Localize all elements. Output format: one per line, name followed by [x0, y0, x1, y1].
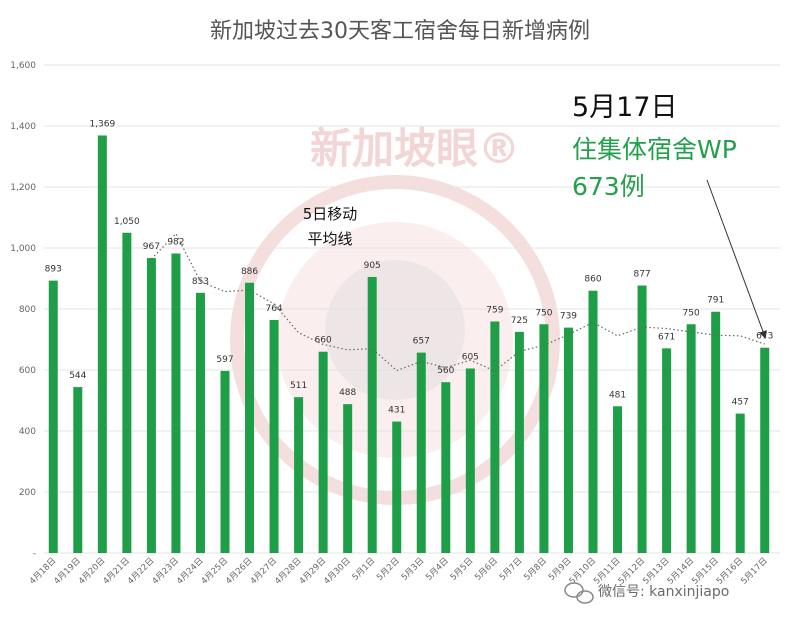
data-label: 791	[707, 296, 724, 306]
x-tick-label: 5月2日	[375, 556, 402, 583]
bar	[490, 321, 500, 553]
bar	[220, 370, 230, 553]
data-label: 893	[45, 265, 62, 275]
footer: 微信号: kanxinjiapo	[564, 582, 729, 604]
x-tick-label: 5月5日	[449, 556, 476, 583]
watermark-text: 新加坡眼®	[310, 124, 520, 173]
bar	[539, 324, 549, 553]
bar	[441, 382, 451, 553]
data-label: 1,369	[89, 119, 115, 129]
bar	[637, 285, 647, 553]
bar	[465, 368, 475, 553]
bar	[195, 292, 205, 553]
bar	[367, 276, 377, 553]
data-label: 671	[658, 332, 675, 342]
data-label: 750	[683, 308, 700, 318]
bar	[735, 413, 745, 553]
bar	[122, 232, 132, 553]
x-axis: 4月18日4月19日4月20日4月21日4月22日4月23日4月24日4月25日…	[28, 556, 770, 587]
bar	[514, 331, 524, 553]
data-label: 725	[511, 316, 528, 326]
x-tick-label: 5月1日	[351, 556, 378, 583]
x-tick-label: 5月6日	[473, 556, 500, 583]
bar	[563, 327, 573, 553]
chart-title: 新加坡过去30天客工宿舍每日新增病例	[210, 19, 590, 44]
footer-text: 微信号: kanxinjiapo	[598, 584, 729, 600]
bar	[711, 311, 721, 553]
data-label: 860	[584, 275, 601, 285]
bar	[318, 351, 328, 553]
moving-average	[150, 232, 765, 372]
data-label: 544	[69, 371, 86, 381]
y-tick-label: 200	[19, 488, 36, 498]
bar	[294, 397, 304, 553]
data-label: 886	[241, 267, 258, 277]
bar	[416, 352, 426, 553]
data-label: 1,050	[114, 217, 140, 227]
data-label: 982	[167, 237, 184, 247]
bar	[392, 421, 402, 553]
data-label: 759	[486, 306, 503, 316]
data-label: 877	[633, 270, 650, 280]
x-tick-label: 5月3日	[400, 556, 427, 583]
wechat-icon	[564, 582, 594, 604]
y-tick-label: 1,400	[10, 122, 36, 132]
data-label: 511	[290, 381, 307, 391]
y-tick-label: 1,000	[10, 244, 36, 254]
data-label: 488	[339, 388, 356, 398]
y-tick-label: 600	[19, 366, 36, 376]
ma-label-line2: 平均线	[307, 230, 352, 248]
x-tick-label: 4月30日	[322, 556, 353, 587]
annotation-line1: 住集体宿舍WP	[572, 135, 737, 164]
bar	[146, 258, 156, 553]
y-tick-label: -	[33, 549, 36, 559]
bar	[588, 290, 598, 553]
bar	[686, 324, 696, 553]
bar	[48, 280, 58, 553]
data-label: 560	[437, 366, 454, 376]
bar	[245, 282, 255, 553]
data-label: 905	[364, 261, 381, 271]
bar	[760, 347, 770, 553]
bar	[662, 348, 672, 553]
annotation-arrow	[706, 179, 767, 339]
x-tick-label: 5月17日	[739, 556, 770, 587]
bar	[343, 404, 353, 553]
bar	[97, 135, 107, 553]
bar	[613, 406, 623, 553]
bar	[73, 387, 83, 553]
data-label: 764	[265, 304, 282, 314]
bars	[48, 135, 770, 554]
data-label: 750	[535, 308, 552, 318]
y-tick-label: 1,200	[10, 183, 36, 193]
grid	[44, 64, 780, 554]
bar	[269, 319, 279, 553]
annotation-line2: 673例	[572, 172, 645, 201]
x-tick-label: 5月4日	[424, 556, 451, 583]
data-label: 660	[315, 336, 332, 346]
ma-line	[150, 232, 765, 372]
ma-label-line1: 5日移动	[303, 205, 358, 223]
data-label: 605	[462, 352, 479, 362]
y-tick-label: 400	[19, 427, 36, 437]
bar	[171, 253, 181, 554]
annotation-date: 5月17日	[572, 92, 678, 123]
data-label: 657	[413, 337, 430, 347]
x-tick-label: 5月8日	[522, 556, 549, 583]
data-label: 597	[216, 355, 233, 365]
x-tick-label: 5月7日	[498, 556, 525, 583]
data-label: 967	[143, 242, 160, 252]
data-label: 431	[388, 406, 405, 416]
y-axis: - 200 400 600 800 1,000 1,200 1,400 1,600	[10, 61, 36, 559]
data-label: 739	[560, 312, 577, 322]
data-label: 457	[732, 398, 749, 408]
y-tick-label: 800	[19, 305, 36, 315]
data-label: 481	[609, 390, 626, 400]
y-tick-label: 1,600	[10, 61, 36, 71]
